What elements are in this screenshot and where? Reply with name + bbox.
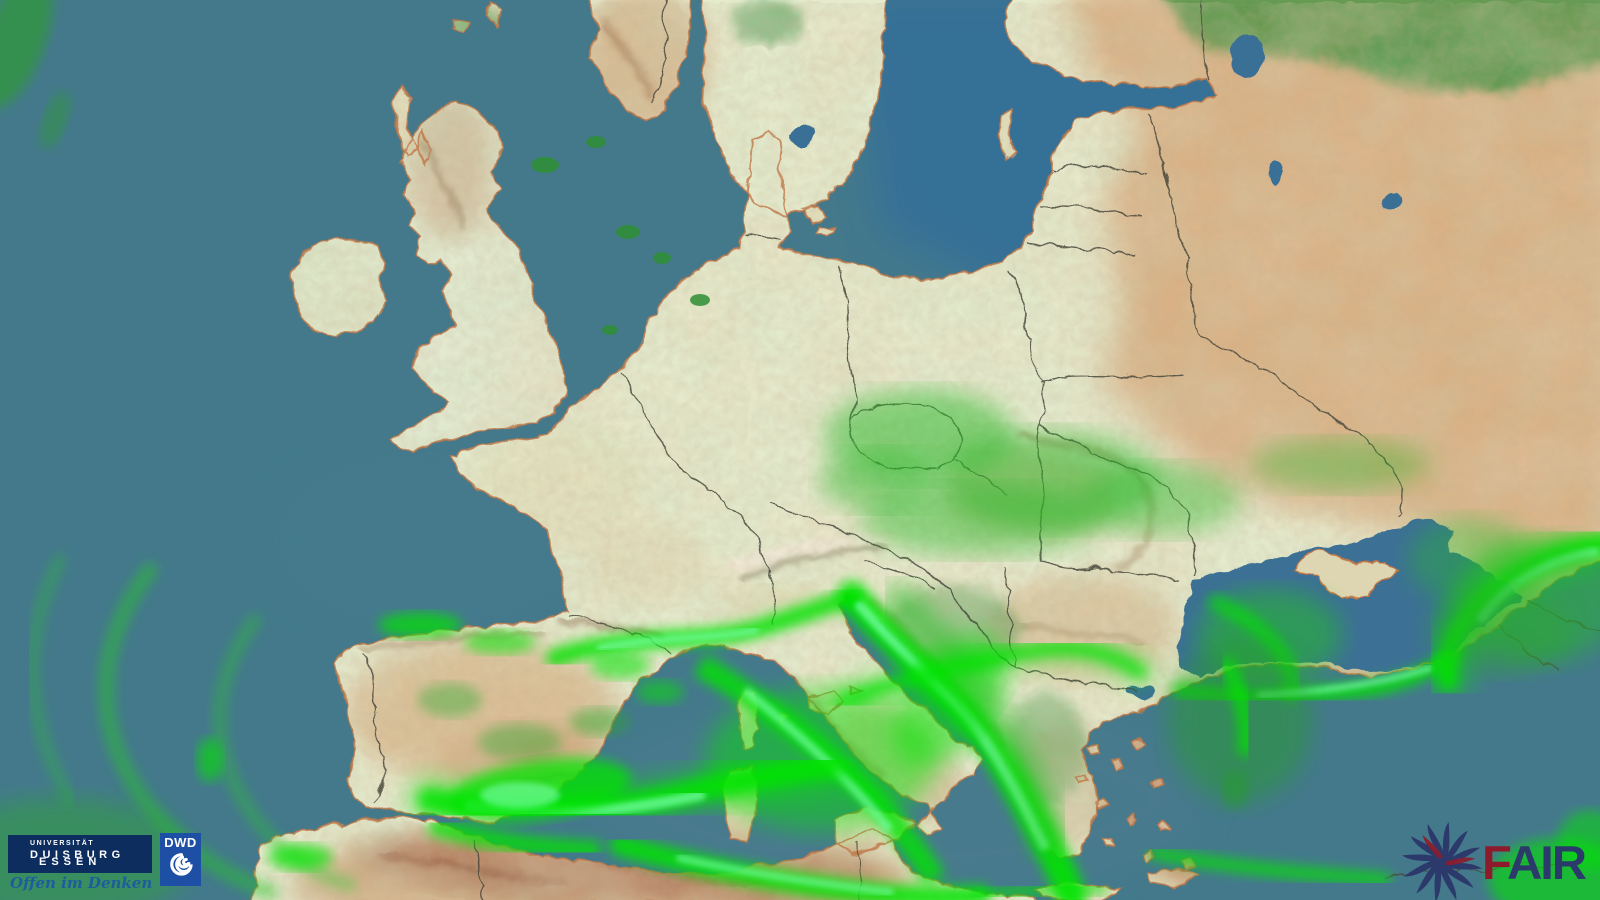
sea-of-marmara	[1126, 684, 1154, 696]
ude-duisburg-label: DUISBURG	[30, 849, 125, 861]
rain-south-turkey	[1148, 810, 1600, 900]
rain-cells-iberia	[378, 612, 684, 859]
fair-pinwheel-icon	[1402, 821, 1482, 900]
rain-turkey-interior	[1168, 638, 1312, 809]
lake	[1380, 191, 1400, 209]
dwd-spiral-icon	[169, 853, 193, 876]
fair-logo: FAIR	[1402, 820, 1587, 900]
region-crimea	[1290, 547, 1396, 597]
rain-band-balkans	[884, 584, 1066, 856]
lake	[1265, 158, 1279, 182]
lake-ladoga	[1229, 33, 1261, 77]
rain-band-liguria-po	[546, 587, 861, 667]
rain-cells-north-sea	[531, 136, 710, 335]
fair-wordmark: FAIR	[1482, 835, 1587, 889]
ude-tagline: Offen im Denken	[10, 874, 153, 892]
lake-vanern	[788, 125, 812, 145]
rain-band-balearic	[830, 633, 1155, 715]
dwd-label: DWD	[164, 835, 197, 850]
fair-letters-air: AIR	[1507, 835, 1587, 889]
ude-universitaet-label: UNIVERSITÄT	[30, 840, 95, 847]
university-duisburg-essen-logo: UNIVERSITÄT DUISBURG ESSEN	[8, 835, 152, 873]
dwd-logo: DWD	[160, 833, 201, 886]
fair-letter-f: F	[1482, 835, 1509, 889]
rain-band-sicily-strait	[609, 834, 1107, 900]
rain-top-left	[0, 0, 71, 149]
rain-diffuse-central-europe	[820, 390, 1430, 555]
rain-band-caucasus	[1408, 518, 1600, 704]
ude-essen-label: ESSEN	[39, 856, 102, 868]
